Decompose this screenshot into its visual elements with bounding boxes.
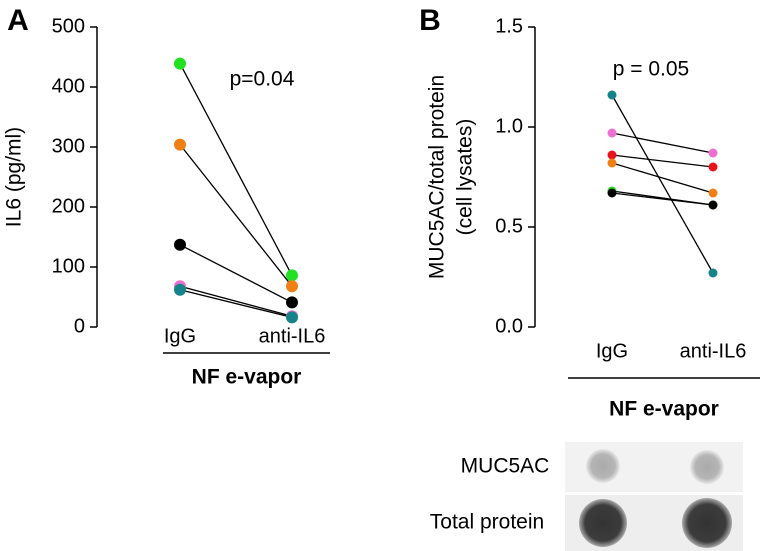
blot-label: MUC5AC	[461, 455, 550, 478]
y-tick-label: 0.0	[495, 315, 523, 337]
blot-spot	[690, 450, 724, 484]
data-point	[708, 200, 718, 210]
data-point	[174, 57, 186, 70]
x-tick-label: IgG	[596, 340, 628, 362]
data-point	[708, 148, 718, 158]
data-point	[708, 188, 718, 198]
x-tick-label: anti-IL6	[680, 340, 747, 362]
pair-line	[179, 63, 293, 276]
pair-line	[179, 285, 293, 317]
data-point	[607, 128, 617, 138]
blot-spot	[586, 449, 620, 483]
pair-line	[611, 94, 714, 274]
data-point	[607, 188, 617, 198]
x-tick-label: IgG	[164, 325, 196, 347]
data-point	[708, 268, 718, 278]
blot-label: Total protein	[430, 511, 544, 534]
annotation: p=0.04	[230, 68, 295, 91]
data-point	[286, 296, 298, 309]
y-axis-label: MUC5AC/total protein	[426, 75, 449, 279]
data-point	[286, 280, 298, 293]
y-tick-label: 200	[52, 195, 85, 217]
data-point	[286, 269, 298, 282]
y-tick-label: 0.5	[495, 215, 523, 237]
y-axis-label: IL6 (pg/ml)	[3, 127, 26, 227]
pair-line	[611, 162, 714, 194]
y-tick-label: 500	[52, 15, 85, 37]
panel-label: B	[419, 4, 441, 37]
pair-line	[611, 154, 714, 168]
group-label: NF e-vapor	[192, 366, 302, 389]
blot-spot	[579, 499, 627, 547]
data-point	[286, 311, 298, 324]
y-tick-label: 300	[52, 135, 85, 157]
y-tick-label: 400	[52, 75, 85, 97]
y-tick-label: 100	[52, 255, 85, 277]
data-point	[607, 158, 617, 168]
pair-line	[179, 144, 293, 287]
data-point	[174, 283, 186, 296]
annotation: p = 0.05	[613, 58, 689, 81]
x-tick-label: anti-IL6	[259, 325, 326, 347]
panel-label: A	[7, 4, 29, 37]
data-point	[708, 162, 718, 172]
data-point	[607, 90, 617, 100]
y-tick-label: 1.5	[495, 15, 523, 37]
pair-line	[179, 244, 293, 303]
pair-line	[611, 192, 714, 206]
data-point	[174, 238, 186, 251]
group-label: NF e-vapor	[609, 398, 719, 421]
data-point	[174, 138, 186, 151]
y-axis-label: (cell lysates)	[454, 119, 477, 236]
data-point	[607, 150, 617, 160]
blot-spot	[682, 498, 732, 548]
y-tick-label: 0	[74, 315, 85, 337]
pair-line	[611, 132, 714, 154]
pair-line	[179, 289, 293, 319]
y-tick-label: 1.0	[495, 115, 523, 137]
